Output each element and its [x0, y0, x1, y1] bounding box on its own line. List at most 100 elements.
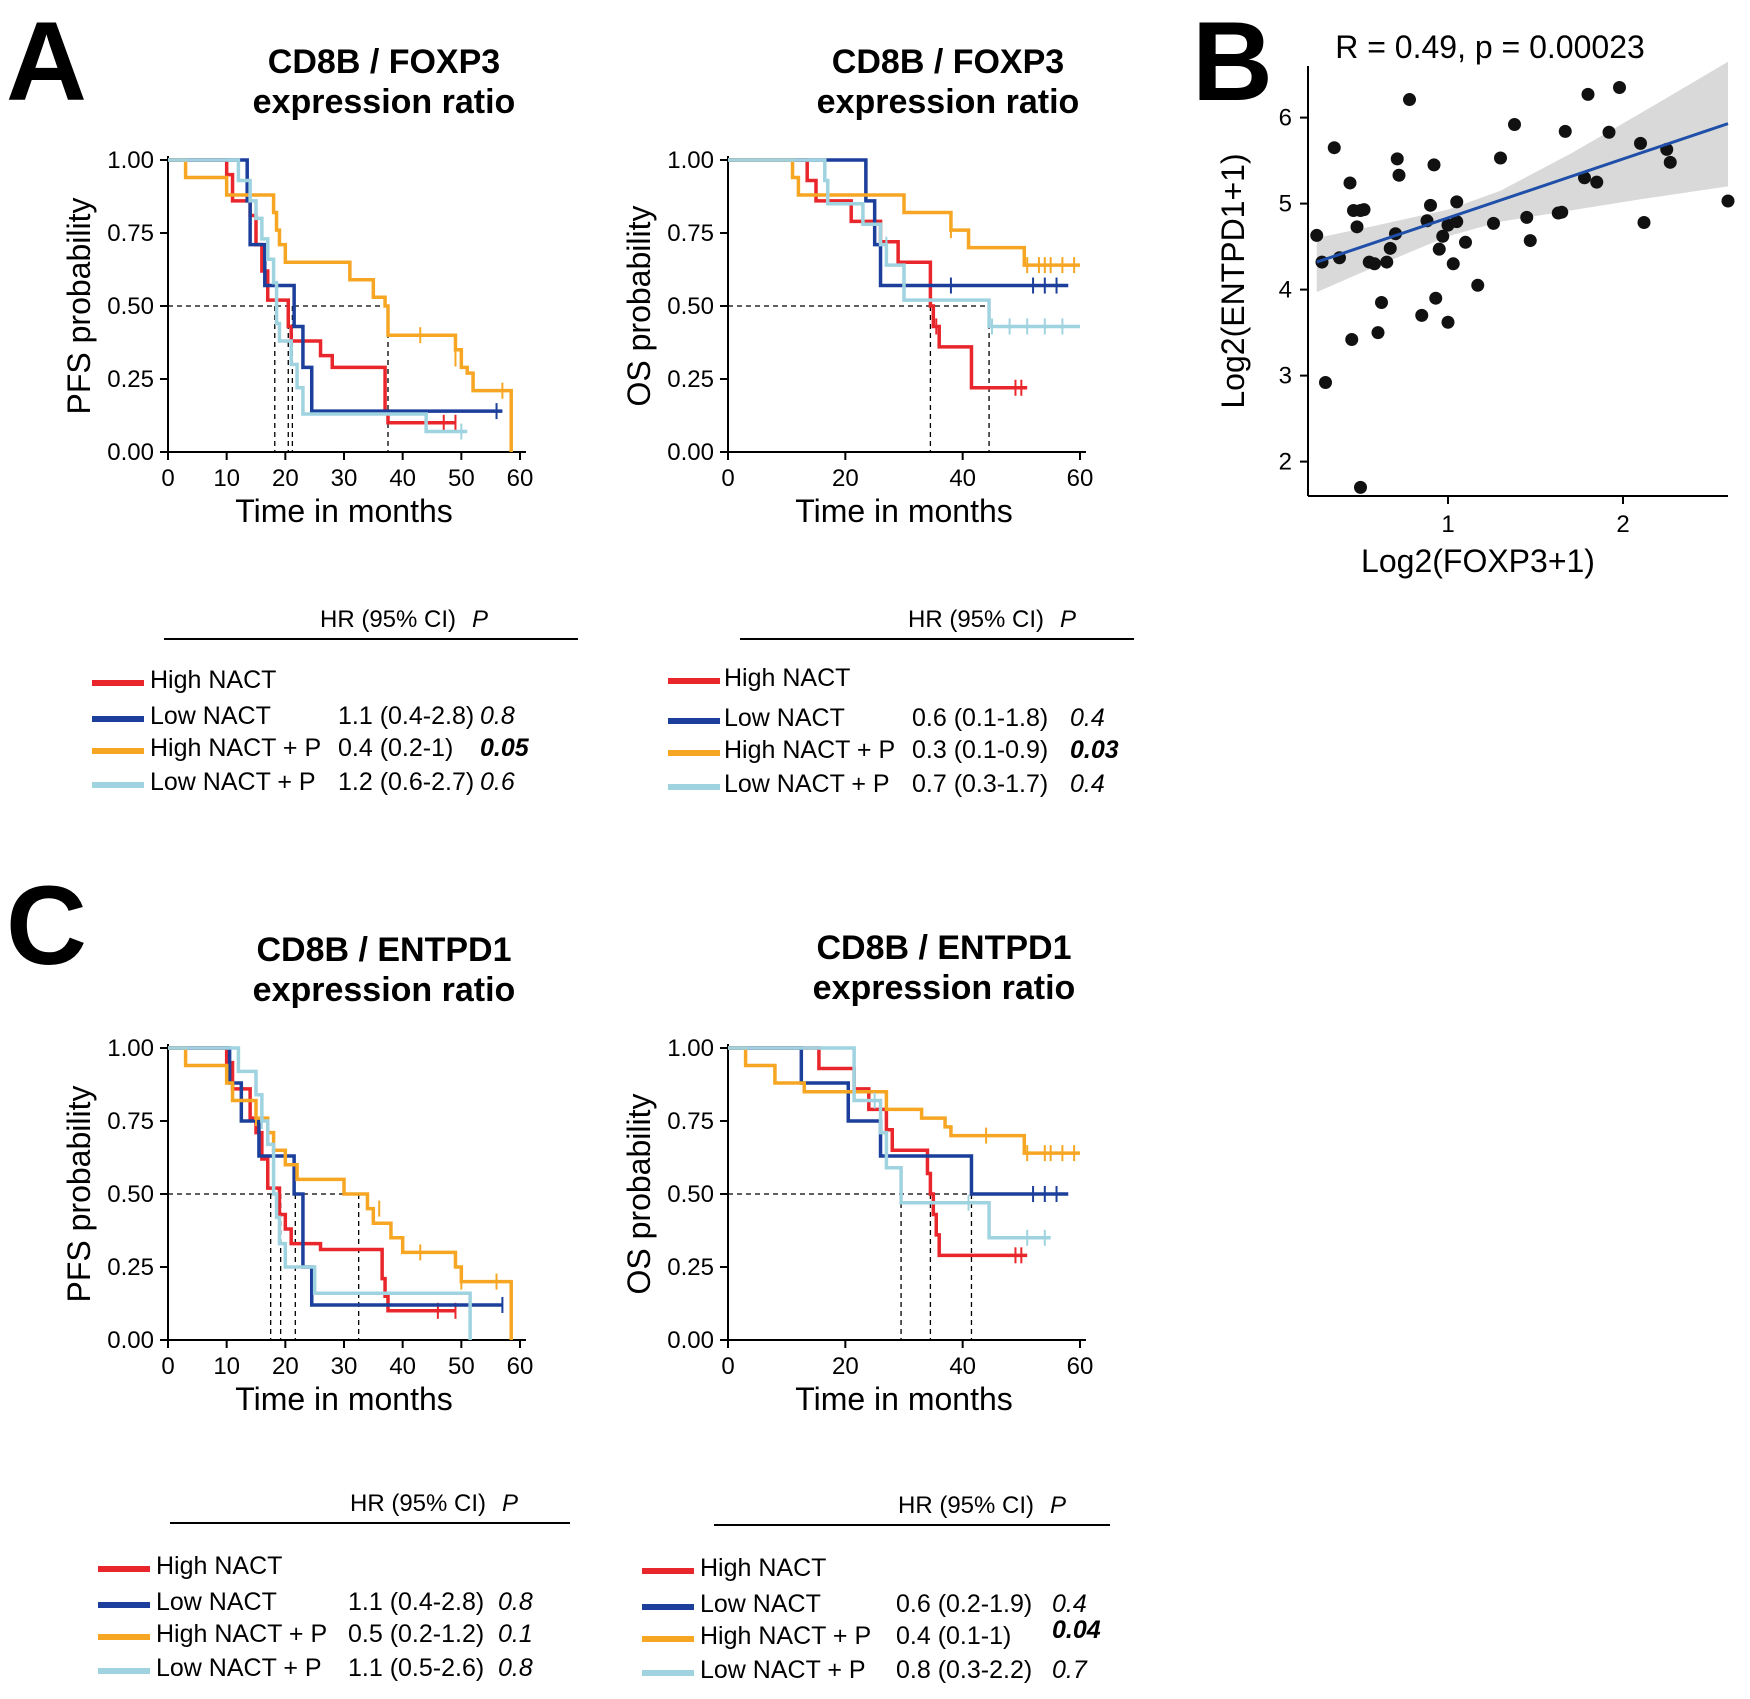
km-curve-high-nact — [728, 1046, 1028, 1258]
scatter-point — [1429, 291, 1443, 305]
x-tick-label: 2 — [1616, 511, 1629, 538]
x-tick-label: 0 — [721, 1353, 734, 1380]
legend-p: 0.04 — [1052, 1616, 1101, 1644]
legend-swatch-low-nact-p — [642, 1670, 694, 1676]
legend-swatch-high-nact — [92, 680, 144, 686]
panel-letter-c: C — [6, 863, 87, 988]
scatter-point — [1424, 198, 1437, 212]
scatter-point — [1721, 194, 1735, 208]
legend-hr: 0.4 (0.2-1) — [338, 734, 454, 762]
legend-swatch-low-nact-p — [668, 784, 720, 790]
scatter-point — [1555, 205, 1569, 219]
km-curve-high-nact — [168, 1046, 456, 1313]
legend-label: High NACT + P — [156, 1620, 328, 1648]
legend-hr: 0.6 (0.2-1.9) — [896, 1590, 1033, 1618]
legend-p: 0.8 — [498, 1654, 533, 1682]
km-curve-low-nact — [168, 158, 503, 413]
x-tick-label: 0 — [161, 465, 174, 492]
scatter-point — [1471, 278, 1485, 292]
km-curve-high-nact — [168, 158, 456, 425]
y-tick-label: 3 — [1279, 363, 1292, 390]
y-tick-label: 0.75 — [107, 220, 154, 247]
scatter-point — [1637, 216, 1651, 230]
km-curve-low-nact-p — [168, 158, 468, 434]
scatter-point — [1368, 257, 1381, 271]
x-tick-label: 20 — [272, 1353, 299, 1380]
km-chart-a-pfs: 0.00 0.25 0.50 0.75 1.00 0 10 20 30 40 50 60 Time in… — [61, 147, 533, 529]
legend-row-low-nact-p: Low NACT + P 1.1 (0.5-2.6) 0.8 — [94, 1654, 614, 1688]
y-tick-label: 1.00 — [107, 147, 154, 174]
legend-label: High NACT — [724, 664, 851, 692]
x-tick-label: 20 — [832, 1353, 859, 1380]
legend-hr: 0.3 (0.1-0.9) — [912, 736, 1049, 764]
p-header: P — [1050, 1492, 1067, 1519]
legend-header: HR (95% CI) P — [320, 606, 488, 634]
x-tick-label: 50 — [448, 465, 475, 492]
legend-label: Low NACT — [150, 702, 271, 730]
km-chart-c-pfs: 0.00 0.25 0.50 0.75 1.00 0 10 20 30 40 50 60 Time in… — [61, 1035, 533, 1417]
title-line2: expression ratio — [816, 83, 1080, 121]
scatter-point — [1441, 315, 1455, 329]
legend-hr: 0.5 (0.2-1.2) — [348, 1620, 485, 1648]
legend-hr: 1.2 (0.6-2.7) — [338, 768, 475, 796]
y-axis-label: PFS probability — [61, 1086, 97, 1303]
hr-header: HR (95% CI) — [320, 606, 457, 633]
scatter-point — [1390, 152, 1404, 166]
legend-row-low-nact: Low NACT 1.1 (0.4-2.8) 0.8 — [94, 1588, 614, 1622]
legend-label: High NACT + P — [700, 1622, 872, 1650]
legend-label: Low NACT + P — [724, 770, 890, 798]
p-header: P — [472, 606, 489, 633]
legend-header: HR (95% CI) P — [350, 1490, 518, 1518]
legend-swatch-high-nact-p — [92, 748, 144, 754]
scatter-point — [1663, 155, 1677, 169]
legend-rule — [170, 1522, 570, 1524]
legend-a-os: HR (95% CI) P High NACT Low NACT 0.6 (0.1… — [664, 600, 1184, 810]
scatter-point — [1392, 168, 1406, 182]
legend-hr: 1.1 (0.4-2.8) — [348, 1588, 485, 1616]
title-line1: CD8B / FOXP3 — [831, 43, 1065, 81]
y-tick-label: 1.00 — [667, 1035, 714, 1062]
legend-row-high-nact-p: High NACT + P 0.3 (0.1-0.9) 0.03 — [664, 736, 1184, 770]
legend-label: High NACT + P — [724, 736, 896, 764]
legend-hr: 0.4 (0.1-1) — [896, 1622, 1012, 1650]
x-tick-label: 10 — [213, 1353, 240, 1380]
scatter-point — [1345, 332, 1359, 346]
x-tick-label: 20 — [832, 465, 859, 492]
legend-rule — [164, 638, 578, 640]
legend-hr: 1.1 (0.4-2.8) — [338, 702, 475, 730]
legend-swatch-low-nact — [668, 718, 720, 724]
scatter-point — [1415, 308, 1429, 322]
x-tick-label: 1 — [1441, 511, 1454, 538]
scatter-point — [1427, 158, 1441, 172]
y-tick-label: 5 — [1279, 191, 1292, 218]
hr-header: HR (95% CI) — [908, 606, 1045, 633]
legend-label: Low NACT + P — [150, 768, 316, 796]
legend-p: 0.8 — [480, 702, 515, 730]
legend-row-low-nact-p: Low NACT + P 0.7 (0.3-1.7) 0.4 — [664, 770, 1184, 804]
scatter-point — [1613, 81, 1626, 94]
title-a-right: CD8B / FOXP3 expression ratio — [688, 42, 1208, 122]
scatter-point — [1354, 480, 1367, 494]
legend-label: Low NACT + P — [700, 1656, 866, 1684]
legend-row-high-nact: High NACT — [88, 666, 608, 700]
legend-c-pfs: HR (95% CI) P High NACT Low NACT 1.1 (0.4… — [94, 1490, 614, 1690]
x-tick-label: 60 — [1067, 465, 1094, 492]
title-line1: CD8B / FOXP3 — [267, 43, 501, 81]
y-tick-label: 0.00 — [107, 1327, 154, 1354]
scatter-point — [1459, 235, 1472, 249]
legend-p: 0.6 — [480, 768, 515, 796]
km-curve-low-nact-p — [168, 1046, 472, 1340]
legend-label: Low NACT — [724, 704, 845, 732]
legend-swatch-high-nact-p — [98, 1634, 150, 1640]
scatter-point — [1432, 242, 1446, 256]
scatter-point — [1446, 257, 1460, 271]
scatter-point — [1494, 151, 1507, 165]
y-tick-label: 0.25 — [667, 366, 714, 393]
title-a-left: CD8B / FOXP3 expression ratio — [124, 42, 644, 122]
y-tick-label: 0.50 — [107, 1181, 154, 1208]
y-tick-label: 0.25 — [667, 1254, 714, 1281]
panel-letter-b: B — [1192, 0, 1273, 124]
legend-row-high-nact: High NACT — [638, 1554, 1158, 1588]
scatter-point — [1327, 141, 1341, 155]
scatter-point — [1508, 117, 1521, 131]
